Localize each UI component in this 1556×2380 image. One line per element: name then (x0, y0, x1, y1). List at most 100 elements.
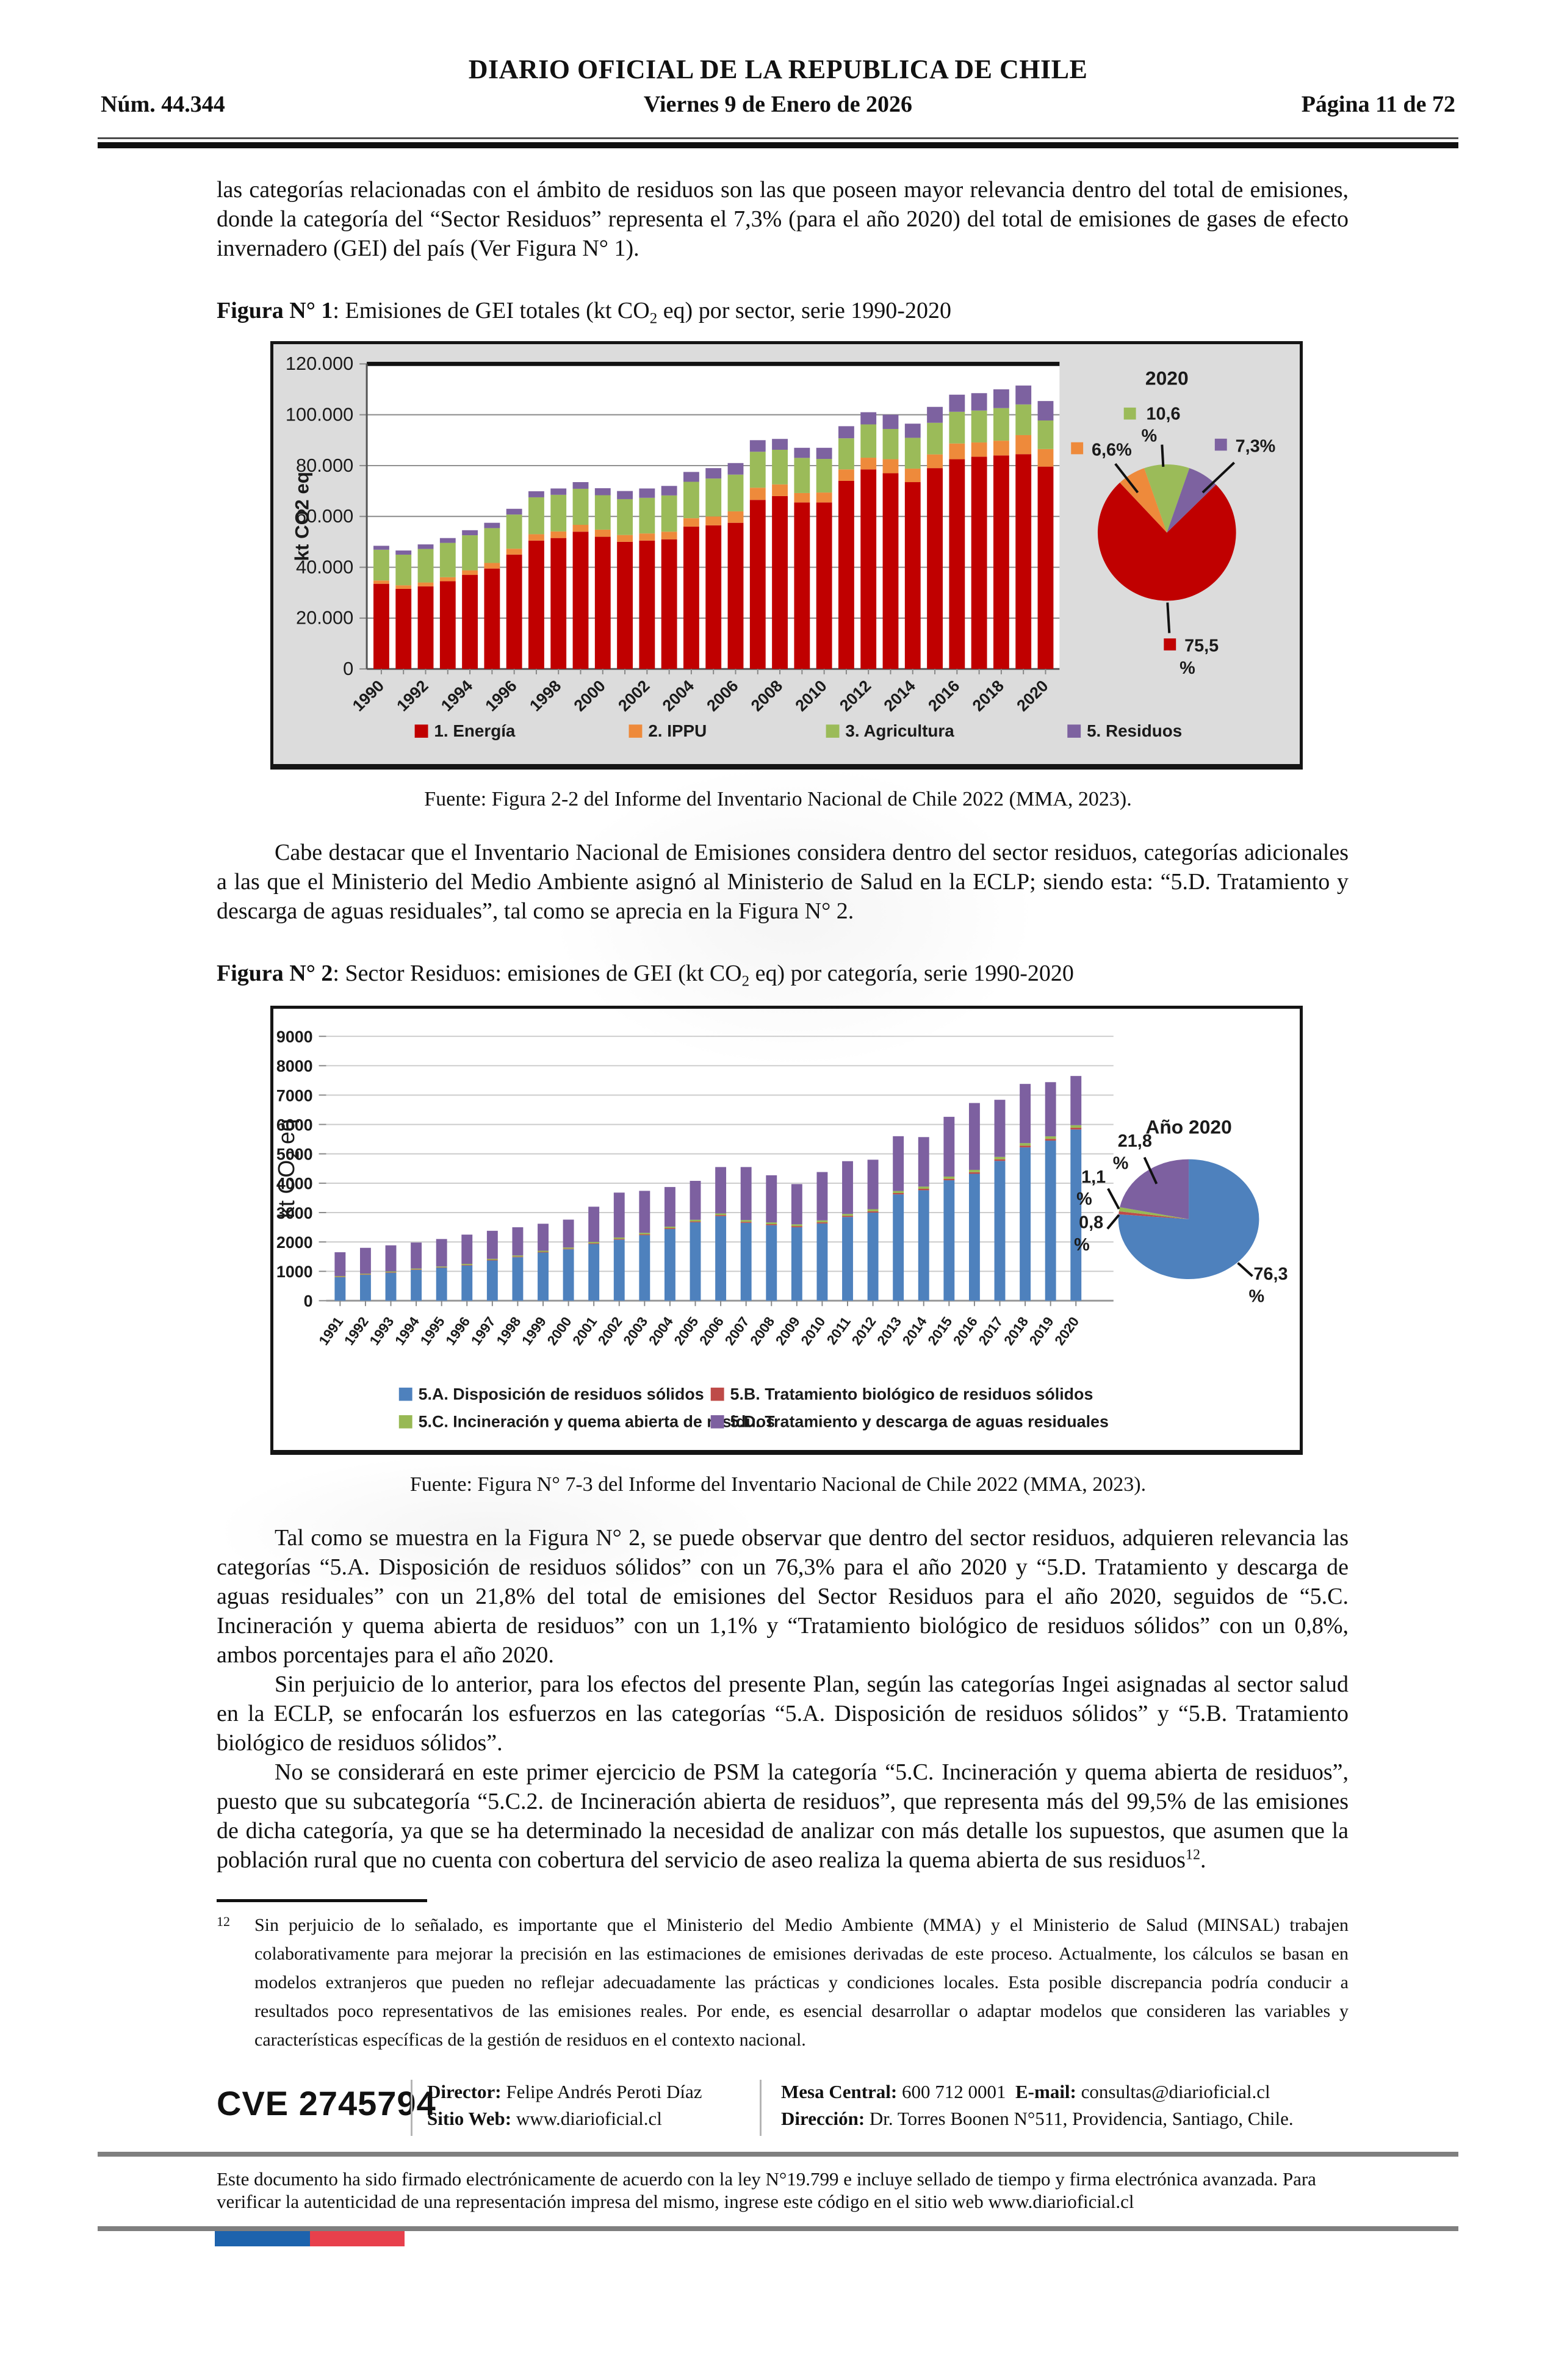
svg-text:kt CO2 eq: kt CO2 eq (290, 472, 312, 561)
page-number: Página 11 de 72 (1301, 92, 1455, 117)
svg-text:2010: 2010 (798, 1314, 829, 1348)
figure2-chart: 0 1000 2000 3000 4000 5000 6000 7000 8000 9000 199… (270, 1006, 1303, 1455)
figure2-heading: Figura N° 2: Sector Residuos: emisiones … (217, 960, 1074, 990)
footnote: 12 Sin perjuicio de lo señalado, es impo… (217, 1911, 1349, 2054)
svg-text:2017: 2017 (975, 1314, 1006, 1348)
svg-text:2002: 2002 (614, 676, 654, 715)
figure2-svg: 0 1000 2000 3000 4000 5000 6000 7000 8000 9000 199… (273, 1028, 1288, 1431)
svg-text:Año 2020: Año 2020 (1145, 1116, 1231, 1138)
svg-text:5.B. Tratamiento biológico de: 5.B. Tratamiento biológico de residuos s… (730, 1385, 1093, 1404)
svg-text:2015: 2015 (924, 1314, 956, 1348)
figure1-chart: 0 20.000 40.000 60.000 80.000 100.000 120.000 1… (270, 341, 1303, 770)
footnote-marker: 12 (217, 1914, 230, 1930)
paragraph: Sin perjuicio de lo anterior, para los e… (217, 1671, 1349, 1756)
svg-text:7,3%: 7,3% (1236, 436, 1276, 456)
svg-text:1993: 1993 (366, 1314, 397, 1348)
svg-text:120.000: 120.000 (286, 353, 353, 374)
svg-text:1992: 1992 (340, 1314, 372, 1348)
svg-text:2000: 2000 (544, 1314, 575, 1348)
svg-text:1,1: 1,1 (1081, 1167, 1106, 1187)
svg-text:2010: 2010 (791, 676, 830, 715)
svg-text:2008: 2008 (747, 1314, 778, 1348)
svg-text:%: % (1076, 1190, 1092, 1210)
svg-text:0,8: 0,8 (1079, 1213, 1103, 1233)
svg-text:2001: 2001 (569, 1314, 600, 1348)
figure1-source: Fuente: Figura 2-2 del Informe del Inven… (424, 787, 1132, 810)
director-name: Felipe Andrés Peroti Díaz (506, 2081, 702, 2103)
svg-text:2014: 2014 (899, 1314, 930, 1348)
svg-text:6,6%: 6,6% (1092, 440, 1132, 460)
svg-text:2013: 2013 (874, 1314, 905, 1348)
svg-text:2004: 2004 (659, 676, 698, 715)
paper-title: DIARIO OFICIAL DE LA REPUBLICA DE CHILE (468, 54, 1088, 84)
body-text: las categorías relacionadas con el ámbit… (217, 175, 1349, 263)
svg-text:2000: 2000 (276, 1233, 313, 1252)
svg-text:2014: 2014 (880, 676, 919, 715)
svg-text:10,6: 10,6 (1146, 404, 1180, 424)
svg-text:1999: 1999 (519, 1314, 550, 1348)
svg-text:1. Energía: 1. Energía (434, 721, 516, 740)
svg-text:1998: 1998 (493, 1314, 524, 1348)
svg-text:2. IPPU: 2. IPPU (648, 721, 707, 740)
svg-text:2011: 2011 (823, 1314, 854, 1347)
footer-divider (411, 2080, 412, 2137)
issue-number: Núm. 44.344 (101, 92, 225, 117)
svg-text:7000: 7000 (276, 1087, 313, 1105)
svg-text:40.000: 40.000 (296, 557, 353, 577)
svg-text:1996: 1996 (442, 1314, 474, 1348)
svg-text:5.D. Tratamiento y descarga de: 5.D. Tratamiento y descarga de aguas res… (730, 1413, 1109, 1431)
svg-text:2002: 2002 (594, 1314, 625, 1348)
svg-text:9000: 9000 (276, 1028, 313, 1046)
svg-text:2016: 2016 (949, 1314, 981, 1348)
svg-text:75,5: 75,5 (1184, 636, 1219, 656)
svg-text:2003: 2003 (620, 1314, 651, 1348)
svg-text:%: % (1113, 1154, 1129, 1174)
svg-text:1990: 1990 (349, 676, 388, 715)
svg-text:1000: 1000 (276, 1263, 313, 1281)
svg-text:2009: 2009 (772, 1314, 803, 1348)
header-meta-row: Núm. 44.344 Viernes 9 de Enero de 2026 P… (0, 91, 1556, 121)
footer-contact-block: Mesa Central: 600 712 0001 E-mail: consu… (781, 2081, 1294, 2130)
svg-text:5. Residuos: 5. Residuos (1087, 721, 1182, 740)
svg-text:2020: 2020 (1051, 1314, 1082, 1348)
svg-text:3000: 3000 (276, 1204, 313, 1222)
svg-text:3. Agricultura: 3. Agricultura (845, 721, 954, 740)
svg-text:2018: 2018 (969, 676, 1008, 715)
svg-text:2020: 2020 (1013, 676, 1052, 715)
body-text: Tal como se muestra en la Figura N° 2, s… (217, 1523, 1349, 1875)
svg-text:20.000: 20.000 (296, 607, 353, 628)
email-link: consultas@diarioficial.cl (1081, 2081, 1270, 2103)
page-header: DIARIO OFICIAL DE LA REPUBLICA DE CHILE … (0, 0, 1556, 121)
paragraph: Cabe destacar que el Inventario Nacional… (217, 839, 1349, 924)
svg-text:2005: 2005 (671, 1314, 702, 1348)
footer-divider (760, 2080, 762, 2137)
legal-notice: Este documento ha sido firmado electróni… (217, 2168, 1316, 2213)
svg-text:2004: 2004 (645, 1314, 676, 1348)
svg-text:1997: 1997 (467, 1314, 499, 1348)
website-link: www.diarioficial.cl (516, 2108, 662, 2130)
paragraph: las categorías relacionadas con el ámbit… (217, 177, 1349, 261)
svg-text:2007: 2007 (721, 1314, 752, 1348)
svg-text:1998: 1998 (526, 676, 565, 715)
svg-text:2006: 2006 (703, 676, 742, 715)
svg-text:0: 0 (343, 658, 353, 679)
phone-number: 600 712 0001 (902, 2081, 1006, 2103)
svg-text:100.000: 100.000 (286, 404, 353, 425)
body-text: Cabe destacar que el Inventario Nacional… (217, 838, 1349, 926)
cve-code: CVE 2745794 (217, 2084, 436, 2123)
svg-text:5.A. Disposición de residuos s: 5.A. Disposición de residuos sólidos (419, 1385, 704, 1404)
svg-text:2008: 2008 (747, 676, 787, 715)
svg-text:2012: 2012 (848, 1314, 879, 1348)
svg-text:2020: 2020 (1145, 367, 1189, 389)
paragraph: No se considerará en este primer ejercic… (217, 1759, 1349, 1873)
svg-text:5000: 5000 (276, 1145, 313, 1164)
svg-text:76,3: 76,3 (1253, 1264, 1288, 1284)
svg-text:1991: 1991 (315, 1314, 347, 1348)
svg-text:2018: 2018 (1001, 1314, 1032, 1348)
svg-text:8000: 8000 (276, 1057, 313, 1075)
svg-text:%: % (1180, 658, 1195, 678)
svg-text:2016: 2016 (924, 676, 963, 715)
paragraph: Tal como se muestra en la Figura N° 2, s… (217, 1525, 1349, 1668)
header-rule (98, 137, 1458, 148)
